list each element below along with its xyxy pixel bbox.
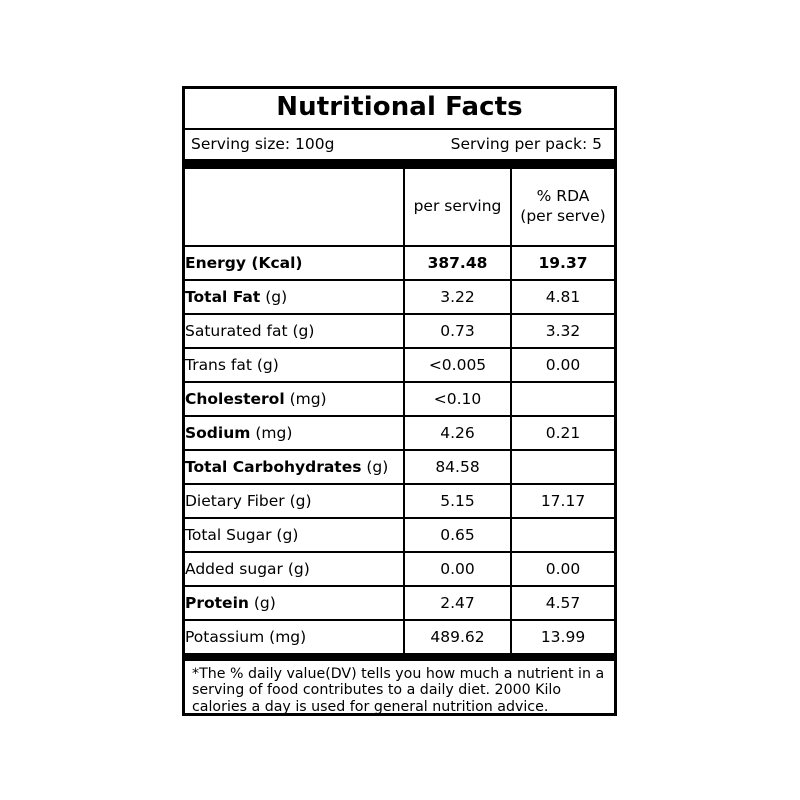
nutrient-unit: (mg)	[284, 389, 327, 408]
table-row: Protein (g) 2.47 4.57	[185, 585, 614, 621]
table-row: Trans fat (g) <0.005 0.00	[185, 347, 614, 383]
nutrient-name: Dietary Fiber	[185, 491, 285, 510]
serving-per-pack-text: Serving per pack: 5	[450, 134, 602, 153]
nutrient-name: Total Sugar	[185, 525, 272, 544]
rda-value: 0.00	[511, 347, 614, 383]
per-serving-value: 2.47	[404, 585, 512, 621]
table-row: Total Sugar (g) 0.65	[185, 517, 614, 553]
nutrient-unit: (mg)	[250, 423, 293, 442]
serving-size-text: Serving size: 100g	[191, 134, 335, 153]
nutrient-name: Trans fat	[185, 355, 252, 374]
rda-value	[511, 517, 614, 553]
serving-info-row: Serving size: 100g Serving per pack: 5	[185, 130, 614, 161]
nutrient-unit: (mg)	[264, 627, 307, 646]
table-row: Energy (Kcal) 387.48 19.37	[185, 245, 614, 281]
per-serving-value: 5.15	[404, 483, 512, 519]
table-row: Potassium (mg) 489.62 13.99	[185, 619, 614, 653]
rda-value: 17.17	[511, 483, 614, 519]
table-row: Saturated fat (g) 0.73 3.32	[185, 313, 614, 349]
table-header-row: per serving % RDA (per serve)	[185, 168, 614, 247]
thick-divider-bottom	[185, 652, 614, 661]
per-serving-value: 387.48	[404, 245, 512, 281]
nutrient-unit: (g)	[361, 457, 389, 476]
per-serving-value: 0.65	[404, 517, 512, 553]
nutrient-unit: (g)	[282, 559, 310, 578]
nutrient-name-cell: Total Carbohydrates (g)	[185, 449, 405, 485]
nutrient-name: Energy	[185, 253, 246, 272]
table-row: Cholesterol (mg) <0.10	[185, 381, 614, 417]
nutrient-name: Protein	[185, 593, 249, 612]
per-serving-value: <0.10	[404, 381, 512, 417]
column-header-name	[185, 168, 405, 247]
nutrient-name: Total Fat	[185, 287, 261, 306]
rda-value: 4.57	[511, 585, 614, 621]
label-title-row: Nutritional Facts	[185, 89, 614, 130]
nutrient-name: Total Carbohydrates	[185, 457, 362, 476]
nutrient-name-cell: Protein (g)	[185, 585, 405, 621]
rda-value	[511, 381, 614, 417]
nutrient-name-cell: Total Sugar (g)	[185, 517, 405, 553]
nutrient-name: Cholesterol	[185, 389, 285, 408]
rda-value: 4.81	[511, 279, 614, 315]
nutrient-unit: (g)	[260, 287, 288, 306]
nutrient-unit: (g)	[284, 491, 312, 510]
rda-value: 13.99	[540, 627, 586, 646]
rda-value: 0.00	[511, 551, 614, 587]
table-row: Dietary Fiber (g) 5.15 17.17	[185, 483, 614, 519]
per-serving-value: <0.005	[404, 347, 512, 383]
nutrient-name-cell: Potassium (mg)	[185, 619, 405, 653]
nutrient-unit: (g)	[271, 525, 299, 544]
nutrition-table: per serving % RDA (per serve) Energy (Kc…	[185, 168, 614, 653]
nutrient-name-cell: Sodium (mg)	[185, 415, 405, 451]
rda-value: 0.21	[511, 415, 614, 451]
nutrient-unit: (Kcal)	[245, 253, 303, 272]
thick-divider-top	[185, 160, 614, 169]
daily-value-footnote: *The % daily value(DV) tells you how muc…	[192, 665, 605, 716]
nutrient-name-cell: Cholesterol (mg)	[185, 381, 405, 417]
page-title: Nutritional Facts	[276, 92, 523, 122]
per-serving-value: 3.22	[404, 279, 512, 315]
nutrient-unit: (g)	[251, 355, 279, 374]
per-serving-value: 489.62	[404, 619, 512, 653]
rda-value: 19.37	[511, 245, 614, 281]
nutrient-name-cell: Added sugar (g)	[185, 551, 405, 587]
rda-value	[511, 449, 614, 485]
table-row: Total Fat (g) 3.22 4.81	[185, 279, 614, 315]
per-serving-value: 84.58	[404, 449, 512, 485]
nutrient-name: Potassium	[185, 627, 265, 646]
per-serving-value: 0.00	[404, 551, 512, 587]
nutrient-name-cell: Trans fat (g)	[185, 347, 405, 383]
nutrient-name: Added sugar	[185, 559, 283, 578]
column-header-per-serving: per serving	[404, 168, 512, 247]
nutrient-name-cell: Saturated fat (g)	[185, 313, 405, 349]
nutrient-name-cell: Energy (Kcal)	[185, 245, 405, 281]
column-header-rda-line2: (per serve)	[520, 206, 606, 225]
nutrient-name: Saturated fat	[185, 321, 288, 340]
table-row: Added sugar (g) 0.00 0.00	[185, 551, 614, 587]
nutrient-unit: (g)	[287, 321, 315, 340]
column-header-rda-line1: % RDA	[536, 187, 590, 206]
nutrient-name-cell: Dietary Fiber (g)	[185, 483, 405, 519]
rda-value: 3.32	[511, 313, 614, 349]
per-serving-value: 0.73	[404, 313, 512, 349]
table-row: Sodium (mg) 4.26 0.21	[185, 415, 614, 451]
table-row: Total Carbohydrates (g) 84.58	[185, 449, 614, 485]
per-serving-value: 4.26	[404, 415, 512, 451]
nutrient-name: Sodium	[185, 423, 251, 442]
nutrient-name-cell: Total Fat (g)	[185, 279, 405, 315]
nutrition-facts-label: Nutritional Facts Serving size: 100g Ser…	[182, 86, 617, 716]
column-header-rda: % RDA (per serve)	[511, 168, 614, 247]
nutrient-unit: (g)	[248, 593, 276, 612]
